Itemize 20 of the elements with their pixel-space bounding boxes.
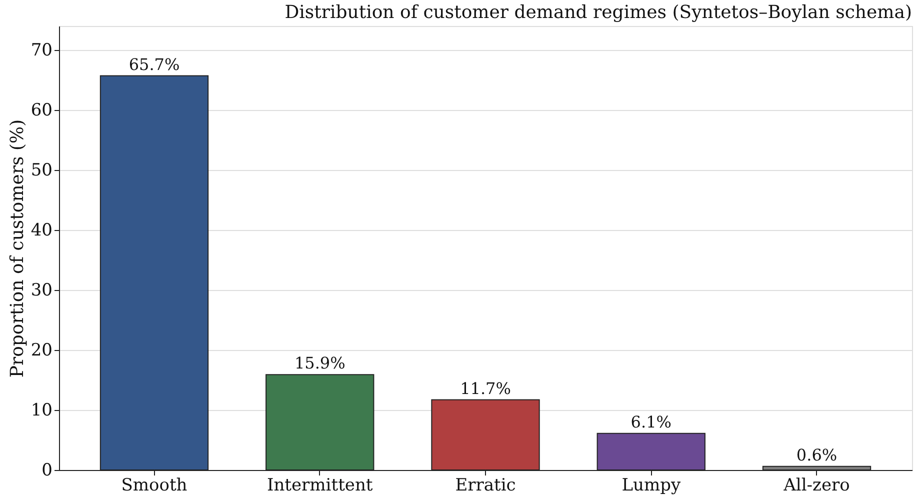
y-tick-label: 10 <box>30 400 52 420</box>
y-tick-label: 50 <box>30 160 52 180</box>
x-tick-label: Intermittent <box>266 476 373 496</box>
y-tick-label: 30 <box>30 280 52 300</box>
chart-title: Distribution of customer demand regimes (Syntetos–Boylan schema) <box>284 2 912 23</box>
data-label: 65.7% <box>128 54 180 74</box>
x-tick-label: Erratic <box>455 476 516 496</box>
y-tick-label: 20 <box>30 340 52 360</box>
y-tick-label: 60 <box>30 100 52 120</box>
y-tick-label: 0 <box>42 460 52 480</box>
y-tick-label: 70 <box>30 40 52 60</box>
data-label: 11.7% <box>460 378 511 398</box>
data-label: 6.1% <box>630 412 672 432</box>
x-tick-label: Lumpy <box>622 476 681 496</box>
data-label: 15.9% <box>294 354 346 373</box>
x-tick-label: Smooth <box>121 476 188 496</box>
y-tick-label: 40 <box>30 220 52 240</box>
data-label: 0.6% <box>796 445 838 464</box>
x-tick-label: All-zero <box>782 476 850 496</box>
y-axis-title: Proportion of customers (%) <box>6 119 28 378</box>
